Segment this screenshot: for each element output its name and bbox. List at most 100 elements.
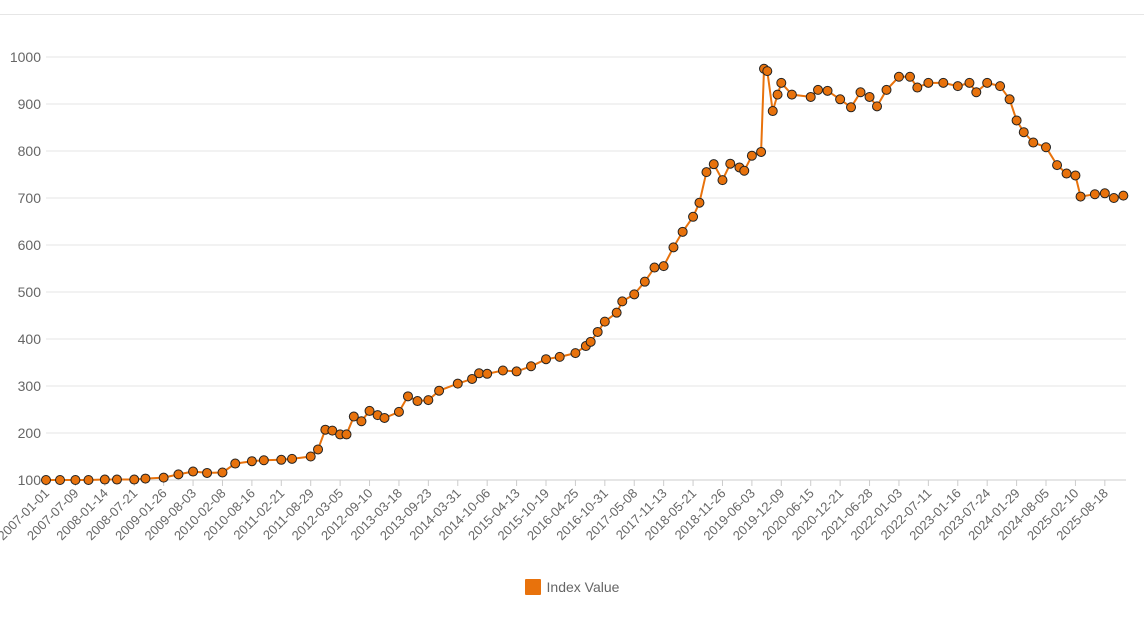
data-point[interactable] bbox=[217, 467, 228, 478]
data-point[interactable] bbox=[1108, 193, 1119, 203]
data-point[interactable] bbox=[70, 475, 81, 485]
data-point[interactable] bbox=[393, 406, 404, 417]
data-point[interactable] bbox=[1070, 170, 1081, 181]
data-point[interactable] bbox=[938, 77, 949, 88]
data-point[interactable] bbox=[111, 474, 122, 485]
data-point[interactable] bbox=[639, 276, 650, 287]
legend[interactable]: Index Value bbox=[0, 576, 1144, 598]
data-point[interactable] bbox=[893, 71, 904, 82]
data-point[interactable] bbox=[971, 87, 982, 98]
data-point[interactable] bbox=[658, 261, 669, 272]
data-point[interactable] bbox=[1011, 115, 1022, 126]
y-tick-label: 500 bbox=[18, 284, 42, 300]
data-point[interactable] bbox=[452, 378, 463, 389]
data-point[interactable] bbox=[202, 467, 213, 478]
data-point[interactable] bbox=[813, 84, 824, 95]
data-point[interactable] bbox=[230, 458, 241, 469]
data-point[interactable] bbox=[617, 296, 628, 307]
data-point[interactable] bbox=[554, 351, 565, 362]
data-point[interactable] bbox=[1075, 191, 1086, 202]
data-point[interactable] bbox=[881, 84, 892, 95]
data-point[interactable] bbox=[276, 454, 287, 465]
data-point[interactable] bbox=[864, 91, 875, 102]
data-point[interactable] bbox=[805, 91, 816, 102]
data-point[interactable] bbox=[708, 159, 719, 170]
data-point[interactable] bbox=[739, 165, 750, 176]
data-point[interactable] bbox=[756, 146, 767, 157]
data-point[interactable] bbox=[348, 411, 359, 422]
data-point[interactable] bbox=[246, 456, 257, 467]
data-point[interactable] bbox=[1041, 142, 1052, 153]
data-point[interactable] bbox=[313, 444, 324, 455]
data-point[interactable] bbox=[905, 71, 915, 82]
data-point[interactable] bbox=[599, 316, 610, 327]
data-point[interactable] bbox=[1118, 190, 1129, 201]
data-point[interactable] bbox=[629, 289, 640, 300]
data-point[interactable] bbox=[762, 66, 773, 77]
data-point[interactable] bbox=[41, 475, 51, 485]
data-point[interactable] bbox=[1004, 94, 1015, 105]
data-point[interactable] bbox=[717, 175, 728, 186]
data-point[interactable] bbox=[99, 474, 110, 485]
data-point[interactable] bbox=[287, 453, 298, 464]
data-point[interactable] bbox=[434, 385, 445, 396]
data-point[interactable] bbox=[1061, 168, 1072, 179]
data-point[interactable] bbox=[767, 106, 778, 117]
data-point[interactable] bbox=[611, 307, 622, 318]
data-point[interactable] bbox=[402, 391, 413, 402]
data-point[interactable] bbox=[541, 354, 552, 365]
data-point[interactable] bbox=[592, 326, 603, 337]
data-point[interactable] bbox=[835, 94, 846, 105]
data-point[interactable] bbox=[140, 473, 151, 484]
data-point[interactable] bbox=[668, 242, 679, 253]
series-index-value[interactable] bbox=[41, 63, 1129, 485]
data-point[interactable] bbox=[379, 412, 390, 423]
data-point[interactable] bbox=[822, 85, 833, 96]
data-point[interactable] bbox=[364, 405, 375, 416]
data-point[interactable] bbox=[423, 395, 434, 406]
data-point[interactable] bbox=[129, 474, 140, 485]
data-point[interactable] bbox=[688, 211, 699, 222]
data-point[interactable] bbox=[1052, 160, 1063, 171]
data-point[interactable] bbox=[511, 366, 522, 377]
data-point[interactable] bbox=[952, 81, 963, 92]
data-point[interactable] bbox=[855, 87, 866, 98]
data-point[interactable] bbox=[188, 466, 199, 477]
data-point[interactable] bbox=[649, 262, 660, 273]
data-point[interactable] bbox=[982, 77, 993, 88]
data-point[interactable] bbox=[305, 451, 316, 462]
data-point[interactable] bbox=[786, 89, 797, 100]
data-point[interactable] bbox=[776, 77, 787, 88]
data-point[interactable] bbox=[585, 336, 596, 347]
data-point[interactable] bbox=[846, 102, 857, 113]
data-point[interactable] bbox=[158, 472, 169, 483]
data-point[interactable] bbox=[746, 150, 757, 161]
data-point[interactable] bbox=[482, 368, 493, 379]
data-point[interactable] bbox=[694, 197, 705, 208]
data-point[interactable] bbox=[964, 77, 975, 88]
data-point[interactable] bbox=[341, 429, 352, 440]
data-point[interactable] bbox=[412, 396, 423, 407]
data-point[interactable] bbox=[677, 226, 688, 237]
data-point[interactable] bbox=[570, 348, 581, 359]
data-point[interactable] bbox=[356, 416, 367, 427]
data-point[interactable] bbox=[1018, 127, 1029, 138]
data-point[interactable] bbox=[772, 89, 783, 100]
data-point[interactable] bbox=[258, 455, 269, 466]
data-point[interactable] bbox=[526, 361, 537, 372]
data-point[interactable] bbox=[83, 475, 94, 485]
data-point[interactable] bbox=[497, 365, 508, 376]
data-point[interactable] bbox=[1099, 188, 1110, 199]
data-point[interactable] bbox=[872, 101, 883, 112]
y-axis-tick-labels: 100 200 300 400 500 600 700 800 900 1000 bbox=[10, 49, 41, 488]
data-point[interactable] bbox=[725, 158, 736, 169]
data-point[interactable] bbox=[1028, 137, 1039, 148]
data-point[interactable] bbox=[923, 77, 934, 88]
data-point[interactable] bbox=[701, 167, 712, 178]
data-point[interactable] bbox=[1089, 189, 1100, 200]
data-point[interactable] bbox=[173, 469, 184, 480]
data-point[interactable] bbox=[467, 373, 478, 384]
data-point[interactable] bbox=[55, 475, 66, 485]
data-point[interactable] bbox=[995, 81, 1006, 92]
data-point[interactable] bbox=[912, 82, 923, 93]
